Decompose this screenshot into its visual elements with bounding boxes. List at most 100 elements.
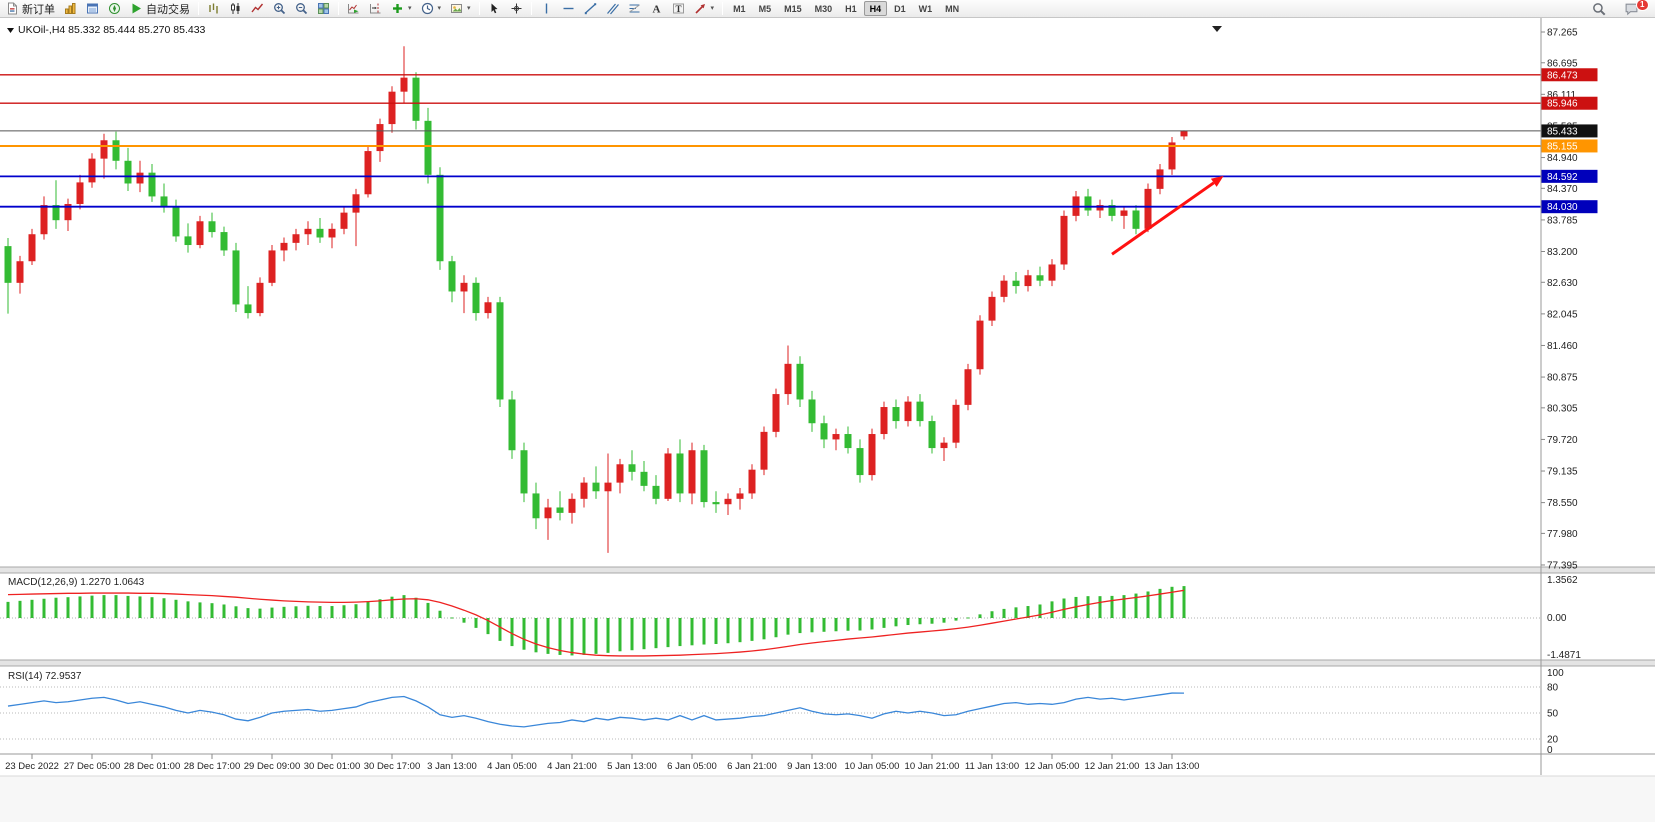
candlestick-mode-button[interactable] — [225, 1, 246, 17]
rsi-panel[interactable]: RSI(14) 72.9537 — [0, 671, 1541, 740]
timeframe-d1-button[interactable]: D1 — [888, 1, 912, 16]
candle — [316, 228, 324, 238]
cursor-button[interactable] — [484, 1, 505, 17]
price-label: 87.265 — [1547, 28, 1578, 39]
charts-icon — [65, 3, 76, 14]
candle — [472, 282, 480, 314]
zoom-out-icon — [296, 3, 308, 15]
time-label: 4 Jan 05:00 — [487, 761, 537, 772]
tile-windows-button[interactable] — [313, 1, 334, 17]
candle — [400, 77, 408, 92]
zoom-in-button[interactable] — [269, 1, 290, 17]
timeframe-m30-button[interactable]: M30 — [809, 1, 839, 16]
auto-scroll-button[interactable] — [343, 1, 364, 17]
candle — [580, 482, 588, 499]
macd-histogram-bar — [438, 610, 442, 618]
chart-shift-button[interactable] — [365, 1, 386, 17]
macd-panel[interactable]: MACD(12,26,9) 1.2270 1.0643 — [0, 577, 1541, 657]
candle — [364, 151, 372, 195]
timeframe-h1-button[interactable]: H1 — [839, 1, 863, 16]
timeframe-m5-button[interactable]: M5 — [753, 1, 778, 16]
text-tool-button[interactable]: A — [646, 1, 667, 17]
rsi-axis-label: 100 — [1547, 668, 1564, 679]
price-panel[interactable] — [4, 46, 1188, 553]
candle — [436, 174, 444, 262]
macd-histogram-bar — [222, 604, 226, 618]
template-button[interactable]: ▾ — [446, 1, 475, 17]
candle — [1024, 275, 1032, 287]
macd-histogram-bar — [402, 595, 406, 618]
macd-histogram-bar — [1098, 596, 1102, 618]
time-label: 30 Dec 17:00 — [364, 761, 421, 772]
candle — [940, 442, 948, 449]
navigator-button[interactable] — [104, 1, 125, 17]
macd-histogram-bar — [558, 618, 562, 655]
macd-histogram-bar — [474, 618, 478, 628]
macd-histogram-bar — [498, 618, 502, 641]
candlestick-icon — [231, 3, 240, 14]
time-label: 28 Dec 01:00 — [124, 761, 181, 772]
macd-histogram-bar — [870, 618, 874, 630]
macd-histogram-bar — [150, 597, 154, 618]
candle — [712, 502, 720, 505]
auto-trading-button[interactable]: 自动交易 — [126, 1, 194, 17]
candle — [304, 228, 312, 235]
timeframe-m15-button[interactable]: M15 — [778, 1, 808, 16]
toolbar-separator — [338, 2, 339, 15]
macd-histogram-bar — [834, 618, 838, 632]
time-label: 23 Dec 2022 — [5, 761, 59, 772]
search-button[interactable] — [1588, 1, 1610, 17]
macd-histogram-bar — [738, 618, 742, 643]
period-button[interactable]: ▾ — [417, 1, 446, 17]
arrows-tool-button[interactable]: ▾ — [690, 1, 719, 17]
timeframe-m1-button[interactable]: M1 — [727, 1, 752, 16]
crosshair-button[interactable] — [506, 1, 527, 17]
bar-chart-mode-button[interactable] — [203, 1, 224, 17]
toolbar-right-group: 1 — [1588, 0, 1653, 17]
macd-histogram-bar — [534, 618, 538, 653]
timeframe-w1-button[interactable]: W1 — [913, 1, 939, 16]
timeframe-mn-button[interactable]: MN — [939, 1, 965, 16]
chart-shift-marker[interactable] — [1212, 26, 1222, 32]
candle — [88, 158, 96, 183]
add-indicator-button[interactable]: ▾ — [387, 1, 416, 17]
panel-separator[interactable] — [0, 567, 1655, 573]
line-chart-mode-button[interactable] — [247, 1, 268, 17]
price-label: 86.695 — [1547, 58, 1578, 69]
channel-tool-button[interactable] — [602, 1, 623, 17]
symbol-marker-icon — [7, 28, 14, 33]
trend-arrow-annotation[interactable] — [1111, 175, 1224, 256]
market-watch-button[interactable] — [82, 1, 103, 17]
macd-histogram-bar — [426, 602, 430, 618]
horizontal-line-tool-button[interactable] — [558, 1, 579, 17]
macd-axis-label: -1.4871 — [1547, 650, 1581, 661]
notifications-button[interactable]: 1 — [1620, 0, 1649, 17]
macd-histogram-bar — [378, 599, 382, 618]
candle — [868, 434, 876, 476]
trendline-tool-button[interactable] — [580, 1, 601, 17]
price-level-lines[interactable] — [0, 74, 1541, 208]
candle — [184, 236, 192, 246]
cursor-icon — [491, 3, 498, 14]
candle — [700, 450, 708, 503]
timeframe-h4-button[interactable]: H4 — [863, 1, 888, 16]
price-label: 86.111 — [1547, 90, 1577, 101]
time-axis[interactable]: 23 Dec 2022 27 Dec 05:00 28 Dec 01:00 28 De… — [0, 753, 1655, 772]
chart-canvas[interactable]: UKOil-,H4 85.332 85.444 85.270 85.433 MAC… — [0, 18, 1655, 822]
panel-separator[interactable] — [0, 660, 1655, 666]
fibonacci-tool-button[interactable] — [624, 1, 645, 17]
macd-histogram-bar — [1158, 588, 1162, 618]
candle — [268, 250, 276, 283]
macd-histogram-bar — [6, 601, 10, 618]
current-price-badge: 85.433 — [1541, 124, 1598, 138]
text-label-tool-button[interactable]: T — [668, 1, 689, 17]
vertical-line-tool-button[interactable] — [536, 1, 557, 17]
candle — [544, 507, 552, 519]
macd-histogram-bar — [174, 599, 178, 618]
candle — [376, 124, 384, 152]
macd-histogram-bar — [1086, 596, 1090, 618]
zoom-out-button[interactable] — [291, 1, 312, 17]
new-order-button[interactable]: 新订单 — [2, 1, 59, 17]
price-level-badge: 86.473 — [1541, 68, 1598, 82]
charts-button[interactable] — [60, 1, 81, 17]
